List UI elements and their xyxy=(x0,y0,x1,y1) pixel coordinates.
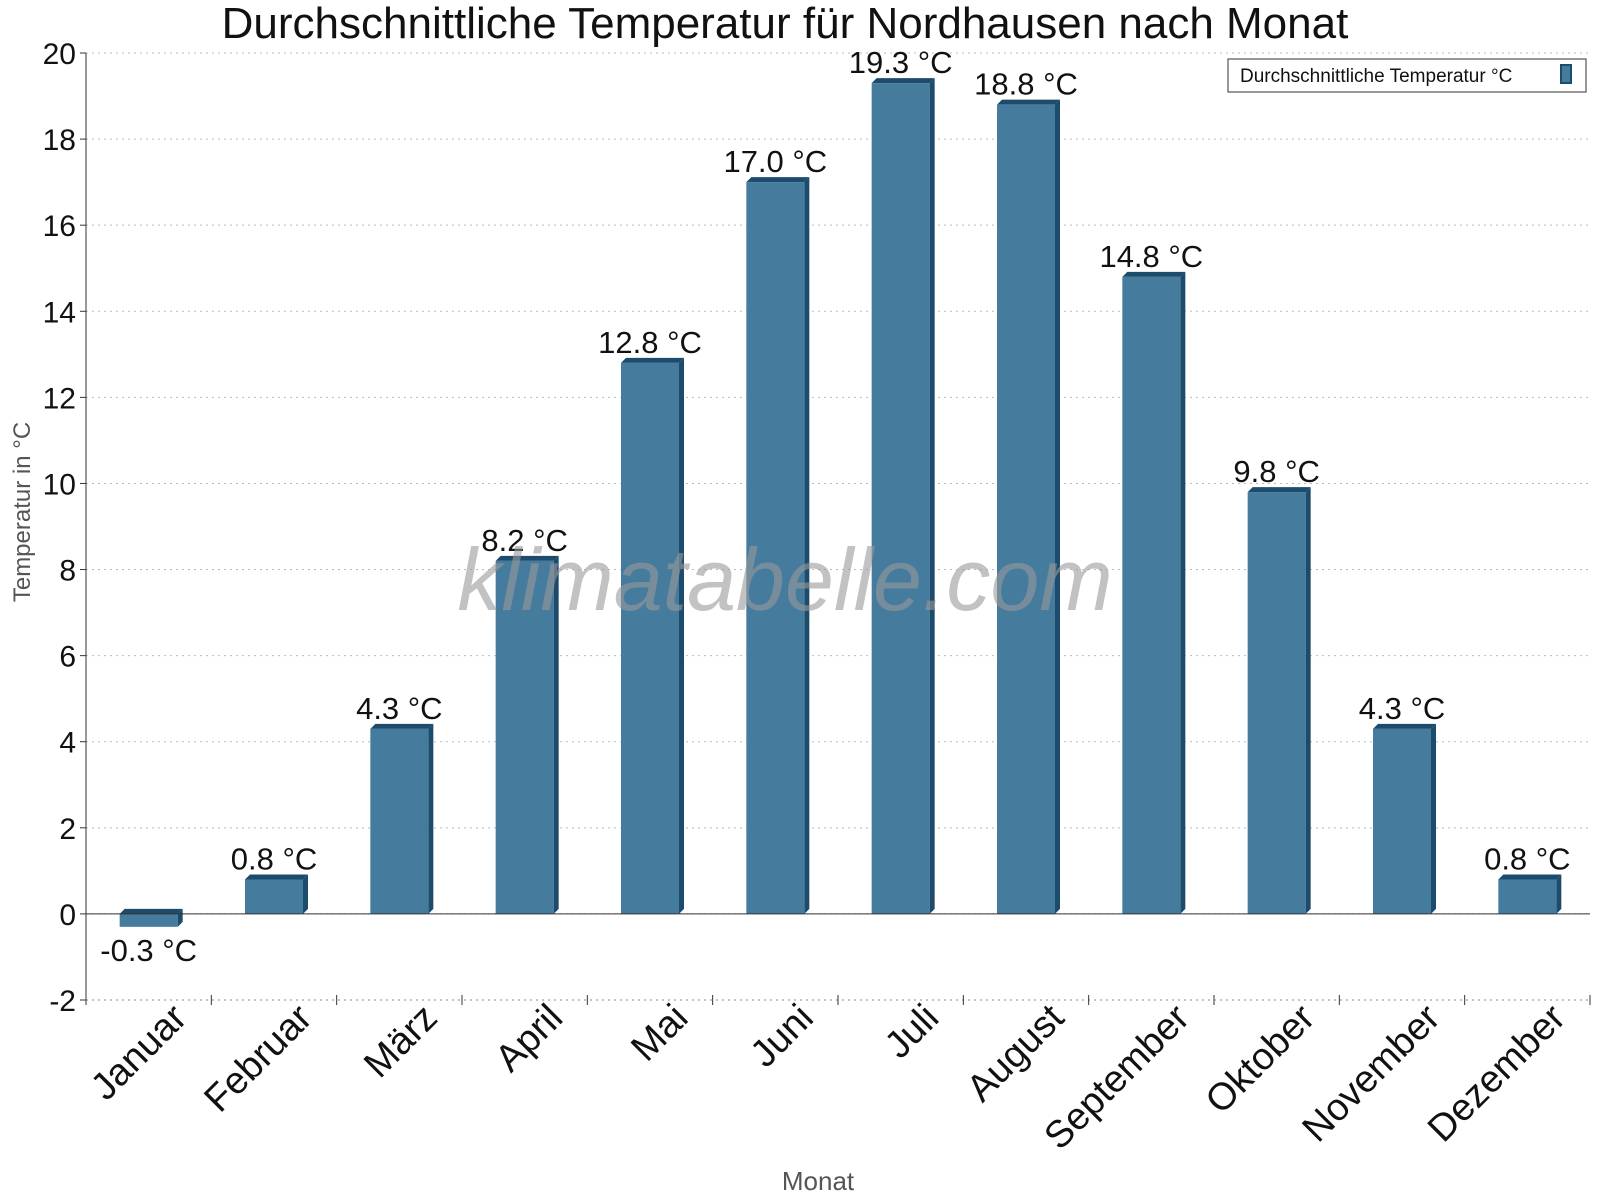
bar-top xyxy=(370,723,434,729)
y-tick-label: 12 xyxy=(43,382,76,415)
bar-face xyxy=(997,104,1055,914)
bar-face xyxy=(495,560,554,914)
chart-title: Durchschnittliche Temperatur für Nordhau… xyxy=(222,0,1349,48)
bar-top xyxy=(119,908,183,914)
y-tick-label: 10 xyxy=(43,468,76,501)
legend-label: Durchschnittliche Temperatur °C xyxy=(1240,66,1512,87)
bar-face xyxy=(1247,492,1306,914)
bar-side xyxy=(929,78,935,914)
x-tick-label: Januar xyxy=(83,996,195,1108)
bar-face xyxy=(746,182,805,914)
x-tick-label: Juni xyxy=(743,997,822,1076)
legend-swatch xyxy=(1560,64,1572,84)
bar-8 xyxy=(997,99,1060,914)
y-tick-label: 18 xyxy=(43,124,76,157)
bar-top xyxy=(621,357,684,363)
bar-side xyxy=(1180,271,1186,914)
bar-face xyxy=(370,728,429,914)
axes xyxy=(80,52,1591,1005)
data-label: 17.0 °C xyxy=(723,144,827,179)
data-label: 4.3 °C xyxy=(1359,691,1446,726)
legend: Durchschnittliche Temperatur °C xyxy=(1227,58,1587,93)
x-tick-label: Oktober xyxy=(1198,996,1324,1122)
data-label: 19.3 °C xyxy=(849,45,953,80)
x-tick-label: Dezember xyxy=(1420,996,1574,1150)
bar-3 xyxy=(370,723,434,914)
bar-side xyxy=(1431,723,1436,914)
x-tick-label: April xyxy=(488,997,571,1080)
x-tick-label: Mai xyxy=(623,997,696,1070)
bar-face xyxy=(1498,879,1557,914)
data-label: 12.8 °C xyxy=(598,325,702,360)
y-tick-label: -2 xyxy=(49,985,76,1018)
data-label: 8.2 °C xyxy=(481,523,568,558)
bar-side xyxy=(679,357,684,914)
bar-face xyxy=(1122,276,1181,914)
bar-6 xyxy=(746,177,810,914)
y-tick-label: 16 xyxy=(43,210,76,243)
x-tick-label: Februar xyxy=(197,996,321,1120)
bar-side xyxy=(804,177,810,914)
data-label: 9.8 °C xyxy=(1233,454,1320,489)
x-tick-label: August xyxy=(959,996,1073,1110)
data-label: -0.3 °C xyxy=(100,933,197,968)
bar-side xyxy=(1055,99,1060,914)
bar-5 xyxy=(621,357,684,914)
data-labels: -0.3 °C 0.8 °C 4.3 °C 8.2 °C 12.8 °C 17.0 °C 1… xyxy=(100,45,1570,968)
watermark: klimatabelle.com xyxy=(457,530,1112,629)
bar-face xyxy=(871,83,930,914)
bar-top xyxy=(1247,487,1311,493)
bar-top xyxy=(746,177,810,183)
bar-1 xyxy=(119,908,183,927)
bar-top xyxy=(1122,271,1186,277)
bar-2 xyxy=(245,874,308,914)
data-label: 0.8 °C xyxy=(1484,841,1571,876)
data-label: 0.8 °C xyxy=(231,841,318,876)
bar-face xyxy=(621,362,679,914)
bar-top xyxy=(1373,723,1436,729)
y-tick-label: 2 xyxy=(59,813,76,846)
bar-top xyxy=(997,99,1060,105)
bar-side xyxy=(177,908,183,927)
y-tick-label: 8 xyxy=(59,555,76,588)
y-tick-label: 20 xyxy=(43,38,76,71)
data-label: 18.8 °C xyxy=(974,67,1078,102)
y-tick-label: 4 xyxy=(59,727,76,760)
bar-4 xyxy=(495,555,559,914)
x-tick-label: Juli xyxy=(877,997,947,1067)
y-tick-label: 0 xyxy=(59,899,76,932)
bar-9 xyxy=(1122,271,1186,914)
y-tick-label: 14 xyxy=(43,296,76,329)
data-label: 4.3 °C xyxy=(356,691,443,726)
bar-11 xyxy=(1373,723,1436,914)
bar-top xyxy=(871,78,935,84)
data-label: 14.8 °C xyxy=(1099,239,1203,274)
y-axis-label: Temperatur in °C xyxy=(9,422,36,602)
x-tick-label: März xyxy=(356,997,445,1086)
bar-12 xyxy=(1498,874,1562,914)
bar-side xyxy=(303,874,308,914)
bar-7 xyxy=(871,78,935,914)
bar-face xyxy=(1373,728,1431,914)
bar-top xyxy=(1498,874,1562,880)
bar-top xyxy=(495,555,559,561)
bar-10 xyxy=(1247,487,1311,914)
bar-side xyxy=(553,555,559,914)
bar-top xyxy=(245,874,308,880)
legend-box xyxy=(1227,58,1587,93)
x-axis-label: Monat xyxy=(782,1166,855,1196)
bar-side xyxy=(428,723,434,914)
bar-face xyxy=(119,913,178,927)
bar-series xyxy=(119,78,1562,927)
bar-face xyxy=(245,879,303,914)
bar-side xyxy=(1556,874,1562,914)
bar-side xyxy=(1305,487,1311,914)
y-tick-label: 6 xyxy=(59,641,76,674)
